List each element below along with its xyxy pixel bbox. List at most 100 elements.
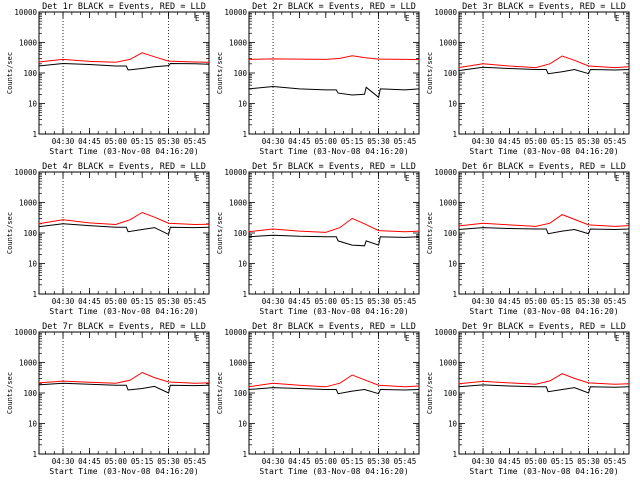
- x-tick-label: 04:45: [288, 137, 311, 146]
- corner-mark: E: [195, 334, 200, 343]
- y-tick-label: 100: [23, 389, 37, 398]
- x-tick-label: 05:45: [184, 457, 207, 466]
- x-tick-label: 04:30: [262, 457, 285, 466]
- plot-frame: [458, 11, 630, 135]
- x-axis-label: Start Time (03-Nov-08 04:16:20): [469, 467, 618, 476]
- x-axis-label: Start Time (03-Nov-08 04:16:20): [469, 147, 618, 156]
- detector-panel-7: Det 7r BLACK = Events, RED = LLD 1 10 100 10…: [6, 322, 210, 476]
- y-tick-label: 1000: [229, 199, 248, 208]
- detector-panel-9: Det 9r BLACK = Events, RED = LLD 1 10 100 10…: [426, 322, 630, 476]
- x-tick-label: 05:00: [105, 297, 128, 306]
- corner-mark: E: [615, 334, 620, 343]
- y-tick-label: 1000: [19, 199, 38, 208]
- detector-panel-6: Det 6r BLACK = Events, RED = LLD 1 10 100 10…: [426, 162, 630, 316]
- y-tick-label: 10000: [224, 8, 247, 17]
- y-tick-label: 1000: [19, 39, 38, 48]
- series-line-lld: [38, 211, 210, 226]
- x-tick-label: 04:30: [262, 297, 285, 306]
- y-tick-label: 100: [23, 69, 37, 78]
- x-tick-label: 05:45: [394, 297, 417, 306]
- x-tick-label: 05:15: [131, 137, 154, 146]
- x-tick-label: 04:30: [472, 457, 495, 466]
- y-tick-label: 10: [448, 260, 458, 269]
- series-line-events: [38, 223, 210, 236]
- panel-title: Det 7r BLACK = Events, RED = LLD: [42, 322, 206, 332]
- x-tick-label: 05:30: [367, 457, 390, 466]
- series-line-events: [248, 85, 420, 99]
- x-axis-label: Start Time (03-Nov-08 04:16:20): [469, 307, 618, 316]
- x-tick-label: 05:00: [525, 297, 548, 306]
- y-tick-label: 10: [448, 420, 458, 429]
- series-line-lld: [38, 371, 210, 384]
- corner-mark: E: [195, 174, 200, 183]
- y-tick-label: 10000: [224, 328, 247, 337]
- x-tick-label: 05:45: [604, 457, 627, 466]
- detector-panel-8: Det 8r BLACK = Events, RED = LLD 1 10 100 10…: [216, 322, 420, 476]
- corner-mark: E: [405, 174, 410, 183]
- y-tick-label: 100: [233, 69, 247, 78]
- series-line-events: [38, 62, 210, 71]
- y-axis-label: Counts/sec: [6, 52, 14, 94]
- x-axis-label: Start Time (03-Nov-08 04:16:20): [49, 147, 198, 156]
- plot-frame: [458, 331, 630, 455]
- x-tick-label: 04:45: [498, 137, 521, 146]
- panel-title: Det 9r BLACK = Events, RED = LLD: [462, 322, 626, 332]
- x-tick-label: 04:45: [288, 457, 311, 466]
- y-axis-label: Counts/sec: [426, 52, 434, 94]
- series-line-lld: [248, 217, 420, 233]
- x-tick-label: 05:00: [105, 457, 128, 466]
- x-tick-label: 05:15: [551, 457, 574, 466]
- x-tick-label: 05:15: [131, 297, 154, 306]
- x-tick-label: 05:30: [577, 137, 600, 146]
- x-tick-label: 04:30: [52, 457, 75, 466]
- x-tick-label: 05:00: [315, 137, 338, 146]
- y-tick-label: 10000: [434, 168, 457, 177]
- detector-panel-5: Det 5r BLACK = Events, RED = LLD 1 10 100 10…: [216, 162, 420, 316]
- y-tick-label: 10000: [224, 168, 247, 177]
- series-line-lld: [458, 214, 630, 227]
- y-tick-label: 100: [23, 229, 37, 238]
- detector-panel-2: Det 2r BLACK = Events, RED = LLD 1 10 100 10…: [216, 2, 420, 156]
- series-line-lld: [248, 55, 420, 61]
- y-tick-label: 10000: [14, 8, 37, 17]
- y-tick-label: 10000: [434, 8, 457, 17]
- x-tick-label: 05:15: [341, 137, 364, 146]
- x-tick-label: 05:30: [157, 297, 180, 306]
- x-tick-label: 05:00: [525, 137, 548, 146]
- panel-title: Det 3r BLACK = Events, RED = LLD: [462, 2, 626, 12]
- y-tick-label: 10: [448, 100, 458, 109]
- plot-frame: [248, 331, 420, 455]
- x-tick-label: 05:30: [577, 297, 600, 306]
- x-tick-label: 05:45: [394, 457, 417, 466]
- y-tick-label: 100: [443, 389, 457, 398]
- y-tick-label: 1: [452, 450, 457, 459]
- x-tick-label: 05:00: [105, 137, 128, 146]
- plot-frame: [248, 171, 420, 295]
- y-axis-label: Counts/sec: [426, 372, 434, 414]
- plot-frame: [38, 11, 210, 135]
- x-tick-label: 04:30: [52, 137, 75, 146]
- y-axis-label: Counts/sec: [216, 52, 224, 94]
- y-tick-label: 1: [452, 130, 457, 139]
- x-axis-label: Start Time (03-Nov-08 04:16:20): [259, 307, 408, 316]
- y-tick-label: 1: [242, 130, 247, 139]
- y-tick-label: 10: [28, 100, 38, 109]
- y-tick-label: 1000: [229, 359, 248, 368]
- x-tick-label: 05:15: [341, 297, 364, 306]
- y-tick-label: 100: [443, 229, 457, 238]
- detector-panel-4: Det 4r BLACK = Events, RED = LLD 1 10 100 10…: [6, 162, 210, 316]
- x-tick-label: 04:30: [472, 297, 495, 306]
- x-tick-label: 05:30: [157, 137, 180, 146]
- x-tick-label: 04:30: [262, 137, 285, 146]
- series-line-lld: [458, 373, 630, 385]
- plot-frame: [38, 171, 210, 295]
- x-tick-label: 04:45: [498, 457, 521, 466]
- x-axis-label: Start Time (03-Nov-08 04:16:20): [259, 147, 408, 156]
- x-tick-label: 04:45: [288, 297, 311, 306]
- y-axis-label: Counts/sec: [426, 212, 434, 254]
- x-axis-label: Start Time (03-Nov-08 04:16:20): [49, 467, 198, 476]
- y-tick-label: 1000: [19, 359, 38, 368]
- y-tick-label: 10000: [14, 168, 37, 177]
- y-tick-label: 10: [28, 420, 38, 429]
- y-tick-label: 100: [233, 389, 247, 398]
